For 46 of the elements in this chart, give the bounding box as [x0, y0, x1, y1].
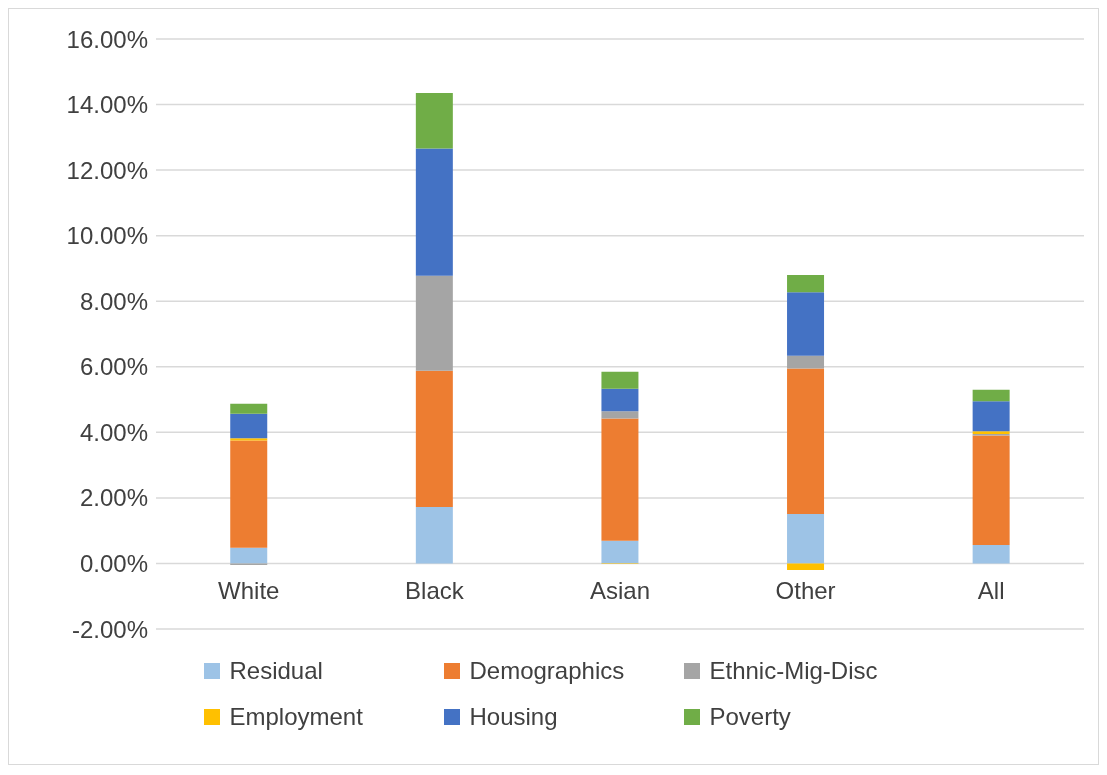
bar [415, 370, 453, 508]
bar [415, 148, 453, 276]
x-tick-label: Asian [589, 577, 651, 605]
bar [787, 513, 825, 564]
y-tick-label: 2.00% [79, 484, 148, 512]
bar [230, 403, 268, 414]
x-tick-label: White [218, 577, 280, 605]
bar [601, 418, 639, 541]
bar [601, 371, 639, 389]
bar [415, 275, 453, 371]
y-tick-label: 10.00% [66, 222, 148, 250]
bar [787, 355, 825, 369]
bar [972, 435, 1010, 546]
bar [415, 93, 453, 149]
bar [415, 507, 453, 564]
bar [601, 540, 639, 564]
bar [230, 413, 268, 439]
y-tick-label: 0.00% [79, 549, 148, 577]
x-tick-label: All [977, 577, 1005, 605]
bar [972, 389, 1010, 402]
y-tick-label: 14.00% [66, 91, 148, 119]
y-tick-label: 16.00% [66, 25, 148, 53]
y-tick-label: 12.00% [66, 156, 148, 184]
bar [230, 547, 268, 564]
bar [230, 438, 268, 441]
legend-label: Employment [229, 703, 363, 731]
bar [787, 368, 825, 514]
legend-label: Housing [469, 703, 558, 731]
bar [601, 411, 639, 419]
bar [787, 292, 825, 356]
bar [787, 275, 825, 293]
x-tick-label: Other [775, 577, 836, 605]
legend-label: Poverty [709, 703, 791, 731]
bar [972, 545, 1010, 564]
y-tick-label: 6.00% [79, 353, 148, 381]
legend-label: Ethnic-Mig-Disc [709, 657, 878, 685]
bar [601, 388, 639, 412]
bar [787, 563, 825, 570]
y-tick-label: 8.00% [79, 287, 148, 315]
y-tick-label: 4.00% [79, 418, 148, 446]
y-tick-label: -2.00% [71, 615, 148, 643]
x-tick-label: Black [405, 577, 465, 605]
bar [972, 401, 1010, 432]
legend-label: Demographics [469, 657, 625, 685]
bar [230, 440, 268, 548]
legend-label: Residual [229, 657, 323, 685]
